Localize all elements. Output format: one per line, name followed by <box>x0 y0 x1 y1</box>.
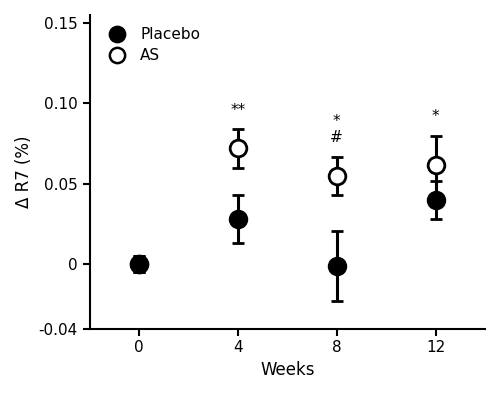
Text: *: * <box>333 114 340 129</box>
Legend: Placebo, AS: Placebo, AS <box>96 21 206 69</box>
Text: #: # <box>330 130 343 145</box>
X-axis label: Weeks: Weeks <box>260 361 314 379</box>
Text: *: * <box>432 110 440 125</box>
Y-axis label: Δ R7 (%): Δ R7 (%) <box>15 136 33 208</box>
Text: **: ** <box>230 103 246 118</box>
